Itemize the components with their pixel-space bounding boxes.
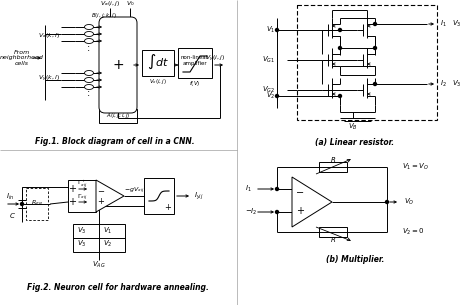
Bar [99, 109, 137, 123]
Text: $V_a(k,l)$: $V_a(k,l)$ [38, 31, 60, 41]
Circle shape [338, 28, 341, 31]
Text: $\Gamma^+_{xij}$: $\Gamma^+_{xij}$ [77, 178, 87, 190]
Bar [319, 162, 347, 172]
Ellipse shape [84, 31, 93, 37]
Text: $V_1$: $V_1$ [103, 226, 113, 236]
Text: From
neighborhood
cells: From neighborhood cells [0, 50, 44, 66]
Circle shape [338, 95, 341, 98]
Text: $I_{yij}$: $I_{yij}$ [194, 190, 204, 202]
Text: $I_1$: $I_1$ [440, 19, 447, 29]
Bar [73, 224, 125, 252]
Text: $V_0$: $V_0$ [126, 0, 134, 9]
Text: (b) Multiplier.: (b) Multiplier. [326, 256, 384, 264]
Circle shape [374, 82, 376, 85]
Polygon shape [96, 180, 124, 212]
Text: $V_3$: $V_3$ [77, 239, 87, 249]
Text: $I_1$: $I_1$ [245, 184, 252, 194]
Text: +: + [112, 58, 124, 72]
Text: non-linear
amplifier: non-linear amplifier [181, 55, 209, 66]
Bar [297, 5, 437, 120]
Text: $-gV_{xij}$: $-gV_{xij}$ [124, 186, 144, 196]
Text: $C$: $C$ [9, 210, 16, 220]
Text: $V_y(i,j)$: $V_y(i,j)$ [205, 54, 225, 64]
Text: +: + [296, 206, 304, 216]
Text: +: + [68, 184, 76, 194]
Circle shape [385, 200, 389, 203]
Ellipse shape [84, 84, 93, 89]
Circle shape [374, 46, 376, 49]
Text: $V_O$: $V_O$ [404, 197, 414, 207]
Text: +: + [98, 198, 104, 206]
Text: Fig.1. Block diagram of cell in a CNN.: Fig.1. Block diagram of cell in a CNN. [35, 138, 195, 146]
Circle shape [275, 188, 279, 191]
Text: $R_{eq}$: $R_{eq}$ [31, 199, 43, 209]
Text: $V_2$: $V_2$ [265, 91, 275, 101]
Text: $-$: $-$ [97, 185, 105, 195]
Text: $V_2$: $V_2$ [103, 239, 113, 249]
Text: $V_3$: $V_3$ [452, 19, 462, 29]
Text: :: : [87, 88, 91, 98]
Text: $-$: $-$ [295, 186, 305, 196]
Text: Fig.2. Neuron cell for hardware annealing.: Fig.2. Neuron cell for hardware annealin… [27, 282, 209, 292]
Text: $V_2{=}0$: $V_2{=}0$ [402, 227, 425, 237]
Circle shape [20, 203, 24, 206]
Bar [142, 50, 174, 76]
Ellipse shape [84, 70, 93, 76]
Text: $V_1$: $V_1$ [265, 25, 275, 35]
Text: $V_x(i,j)$: $V_x(i,j)$ [149, 77, 167, 85]
Bar [319, 227, 347, 237]
Text: $\Gamma_{xij}$: $\Gamma_{xij}$ [77, 193, 87, 203]
Text: $V_{G1}$: $V_{G1}$ [262, 55, 275, 65]
Bar [178, 48, 212, 78]
Text: +: + [68, 197, 76, 207]
Ellipse shape [84, 24, 93, 30]
Circle shape [338, 46, 341, 49]
Text: $V_B$: $V_B$ [348, 122, 358, 132]
Text: $R$: $R$ [330, 235, 336, 245]
Polygon shape [292, 177, 332, 227]
Text: :: : [87, 43, 91, 53]
Text: +: + [164, 203, 172, 213]
Ellipse shape [84, 38, 93, 44]
Text: $V_a(i,j)$: $V_a(i,j)$ [100, 0, 120, 9]
Bar [26, 188, 48, 220]
Text: $V_{AG}$: $V_{AG}$ [92, 260, 106, 270]
Text: $V_y(k,l)$: $V_y(k,l)$ [38, 74, 60, 84]
Circle shape [374, 23, 376, 26]
Text: $V_{G2}$: $V_{G2}$ [262, 85, 275, 95]
Text: $I_{in}$: $I_{in}$ [6, 192, 14, 202]
Text: $V_3$: $V_3$ [77, 226, 87, 236]
FancyBboxPatch shape [99, 17, 137, 113]
Bar [144, 178, 174, 214]
Text: $V_3$: $V_3$ [452, 79, 462, 89]
Text: $f(V)$: $f(V)$ [189, 78, 201, 88]
Text: $-I_2$: $-I_2$ [245, 207, 257, 217]
Circle shape [275, 28, 279, 31]
Text: $I_2$: $I_2$ [440, 79, 447, 89]
Text: $A(i,j;i,j)$: $A(i,j;i,j)$ [106, 112, 130, 120]
Bar [68, 180, 96, 212]
Text: $\int dt$: $\int dt$ [147, 53, 169, 71]
Ellipse shape [84, 77, 93, 82]
Text: $B(i,j;k,l)$: $B(i,j;k,l)$ [91, 12, 117, 20]
Circle shape [275, 95, 279, 98]
Text: $R$: $R$ [330, 155, 336, 163]
Circle shape [275, 210, 279, 214]
Text: (a) Linear resistor.: (a) Linear resistor. [315, 138, 394, 148]
Text: $V_1{=}V_O$: $V_1{=}V_O$ [402, 162, 429, 172]
